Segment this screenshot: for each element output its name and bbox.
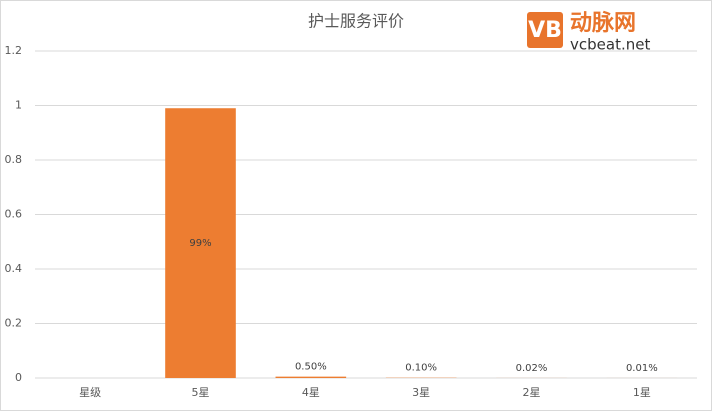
value-label: 0.50% [295, 362, 327, 373]
bar [275, 376, 347, 378]
logo-box [527, 12, 563, 48]
y-tick-label: 0.8 [5, 153, 23, 166]
value-label: 0.01% [626, 363, 658, 374]
x-tick-label: 4星 [302, 386, 320, 399]
y-tick-label: 0.2 [5, 317, 23, 330]
watermark: VB 动脉网 vcbeat.net [527, 11, 650, 54]
chart-title: 护士服务评价 [308, 12, 404, 31]
y-tick-label: 0.4 [5, 262, 23, 275]
x-tick-label: 1星 [633, 386, 651, 399]
x-tick-label: 3星 [412, 386, 430, 399]
x-tick-label: 星级 [79, 386, 101, 399]
value-label: 99% [189, 238, 211, 249]
y-tick-label: 0 [15, 371, 22, 384]
value-label: 0.02% [516, 363, 548, 374]
bar [165, 108, 236, 378]
watermark-name: 动脉网 [570, 11, 636, 36]
y-tick-label: 0.6 [5, 208, 23, 221]
watermark-url: vcbeat.net [570, 36, 650, 54]
y-tick-label: 1.2 [5, 44, 23, 57]
x-tick-label: 5星 [192, 386, 210, 399]
value-label: 0.10% [405, 363, 437, 374]
y-tick-label: 1 [15, 99, 22, 112]
x-tick-label: 2星 [523, 386, 541, 399]
logo-mark: VB [528, 18, 562, 43]
